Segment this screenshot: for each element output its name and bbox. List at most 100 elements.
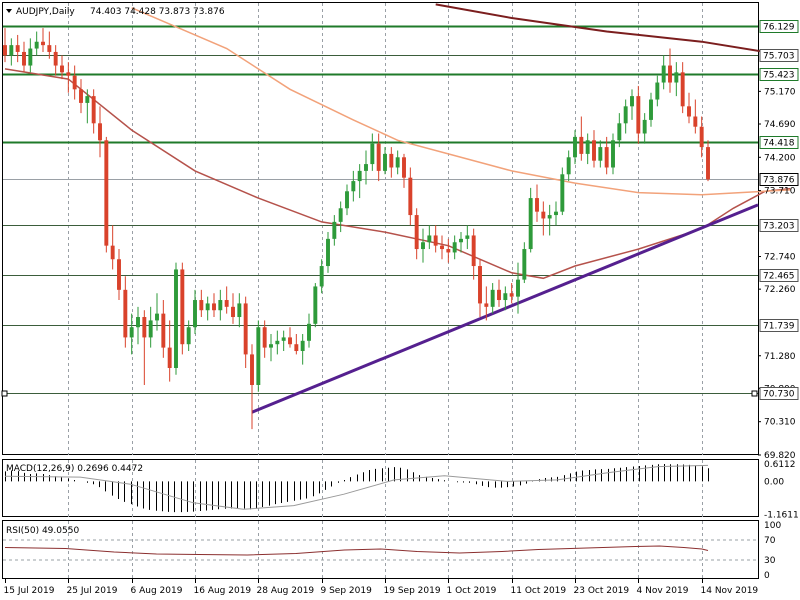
- candle-body: [104, 140, 109, 246]
- candle: [142, 310, 147, 385]
- line-anchor-handle[interactable]: [751, 390, 758, 397]
- candle-body: [497, 289, 501, 301]
- candle-body: [237, 303, 242, 318]
- candle-body: [655, 82, 660, 100]
- candle: [636, 85, 641, 144]
- candle-body: [142, 317, 147, 338]
- candle-body: [478, 266, 482, 304]
- candle-body: [471, 235, 476, 267]
- rsi-panel-frame: [2, 520, 759, 579]
- macd-y-tick-label: -1.1611: [764, 510, 799, 520]
- candle-body: [598, 147, 603, 161]
- rsi-y-tick-label: 30: [764, 556, 776, 566]
- price-y-tick-label: 74.200: [764, 153, 796, 163]
- candle: [332, 215, 337, 246]
- candle: [522, 242, 527, 284]
- candle: [389, 147, 394, 178]
- candle: [364, 150, 368, 185]
- candle: [161, 300, 166, 358]
- candle: [465, 225, 470, 250]
- macd-y-tick-label: 0.6112: [764, 460, 796, 470]
- current-price-label: 73.876: [763, 176, 795, 186]
- candle: [693, 99, 698, 134]
- candle-body: [389, 153, 394, 168]
- candle: [383, 147, 387, 175]
- candle: [547, 204, 552, 236]
- price-y-tick-label: 72.740: [764, 253, 796, 263]
- candle-body: [674, 72, 679, 83]
- candle: [345, 184, 349, 216]
- candle-body: [262, 327, 267, 348]
- candle-body: [180, 269, 185, 345]
- collapse-triangle-icon[interactable]: [6, 9, 12, 13]
- rsi-title: RSI(50) 49.0550: [6, 526, 79, 536]
- candle-body: [541, 211, 546, 219]
- candle-body: [34, 41, 39, 49]
- rsi-panel: 100 70 30 0 RSI(50) 49.0550: [2, 520, 781, 581]
- level-label: 75.703: [763, 52, 795, 62]
- candle-body: [395, 157, 400, 168]
- candle-body: [256, 327, 261, 385]
- line-anchor-handle[interactable]: [1, 390, 8, 397]
- candle: [351, 170, 356, 202]
- macd-title: MACD(12,26,9) 0.2696 0.4472: [6, 464, 143, 474]
- candle-body: [687, 106, 691, 117]
- candle: [275, 330, 280, 355]
- candle: [307, 313, 311, 348]
- price-y-tick-label: 70.310: [764, 418, 796, 428]
- candle: [243, 296, 248, 368]
- rsi-y-axis: 100 70 30 0: [764, 521, 781, 581]
- candle-body: [22, 51, 26, 66]
- candle-body: [275, 340, 280, 345]
- candle-body: [250, 354, 254, 385]
- x-tick-label: 14 Nov 2019: [701, 586, 759, 596]
- candle-body: [326, 238, 330, 267]
- candle: [503, 286, 508, 311]
- candle-body: [617, 123, 622, 141]
- level-label: 74.418: [763, 139, 795, 149]
- candle: [497, 279, 501, 307]
- x-axis: 15 Jul 2019 25 Jul 2019 6 Aug 2019 16 Aug 2…: [4, 579, 759, 596]
- candle-body: [155, 313, 159, 321]
- x-tick-label: 28 Aug 2019: [257, 586, 315, 596]
- candle: [60, 55, 64, 80]
- level-label: 70.730: [763, 390, 795, 400]
- moving-averages: [4, 3, 791, 280]
- candle-body: [364, 164, 368, 171]
- candle: [516, 262, 520, 314]
- candle: [579, 116, 584, 161]
- candle-body: [528, 198, 533, 250]
- x-tick-label: 1 Oct 2019: [447, 586, 497, 596]
- candle: [661, 55, 666, 90]
- candle: [15, 34, 20, 63]
- candle: [446, 238, 451, 263]
- price-panel: 75.170 74.690 74.200 73.710 72.740 72.260 71.2…: [1, 2, 799, 461]
- candle: [592, 130, 596, 168]
- candle: [34, 31, 39, 56]
- candle: [611, 133, 615, 175]
- macd-signal-line: [4, 464, 709, 510]
- candle: [370, 133, 375, 171]
- candle-body: [611, 140, 615, 168]
- level-label-box: [759, 387, 799, 400]
- moving-average-ma-slow: [435, 3, 791, 57]
- candle: [440, 235, 444, 260]
- candle-body: [668, 65, 672, 83]
- candle: [281, 330, 286, 352]
- level-label: 71.739: [763, 322, 795, 332]
- candle-body: [661, 65, 666, 83]
- candle: [212, 293, 216, 318]
- candle-body: [60, 65, 64, 73]
- candle: [630, 89, 634, 120]
- x-tick-label: 6 Aug 2019: [131, 586, 183, 596]
- x-tick-label: 16 Aug 2019: [194, 586, 252, 596]
- candle-body: [579, 136, 584, 154]
- candle-body: [319, 266, 324, 287]
- candle: [256, 320, 261, 392]
- candle-body: [243, 303, 248, 355]
- candle: [231, 293, 235, 324]
- candle-body: [484, 303, 489, 307]
- candle: [535, 184, 539, 222]
- level-label-box: [759, 20, 799, 33]
- candle-body: [623, 106, 628, 124]
